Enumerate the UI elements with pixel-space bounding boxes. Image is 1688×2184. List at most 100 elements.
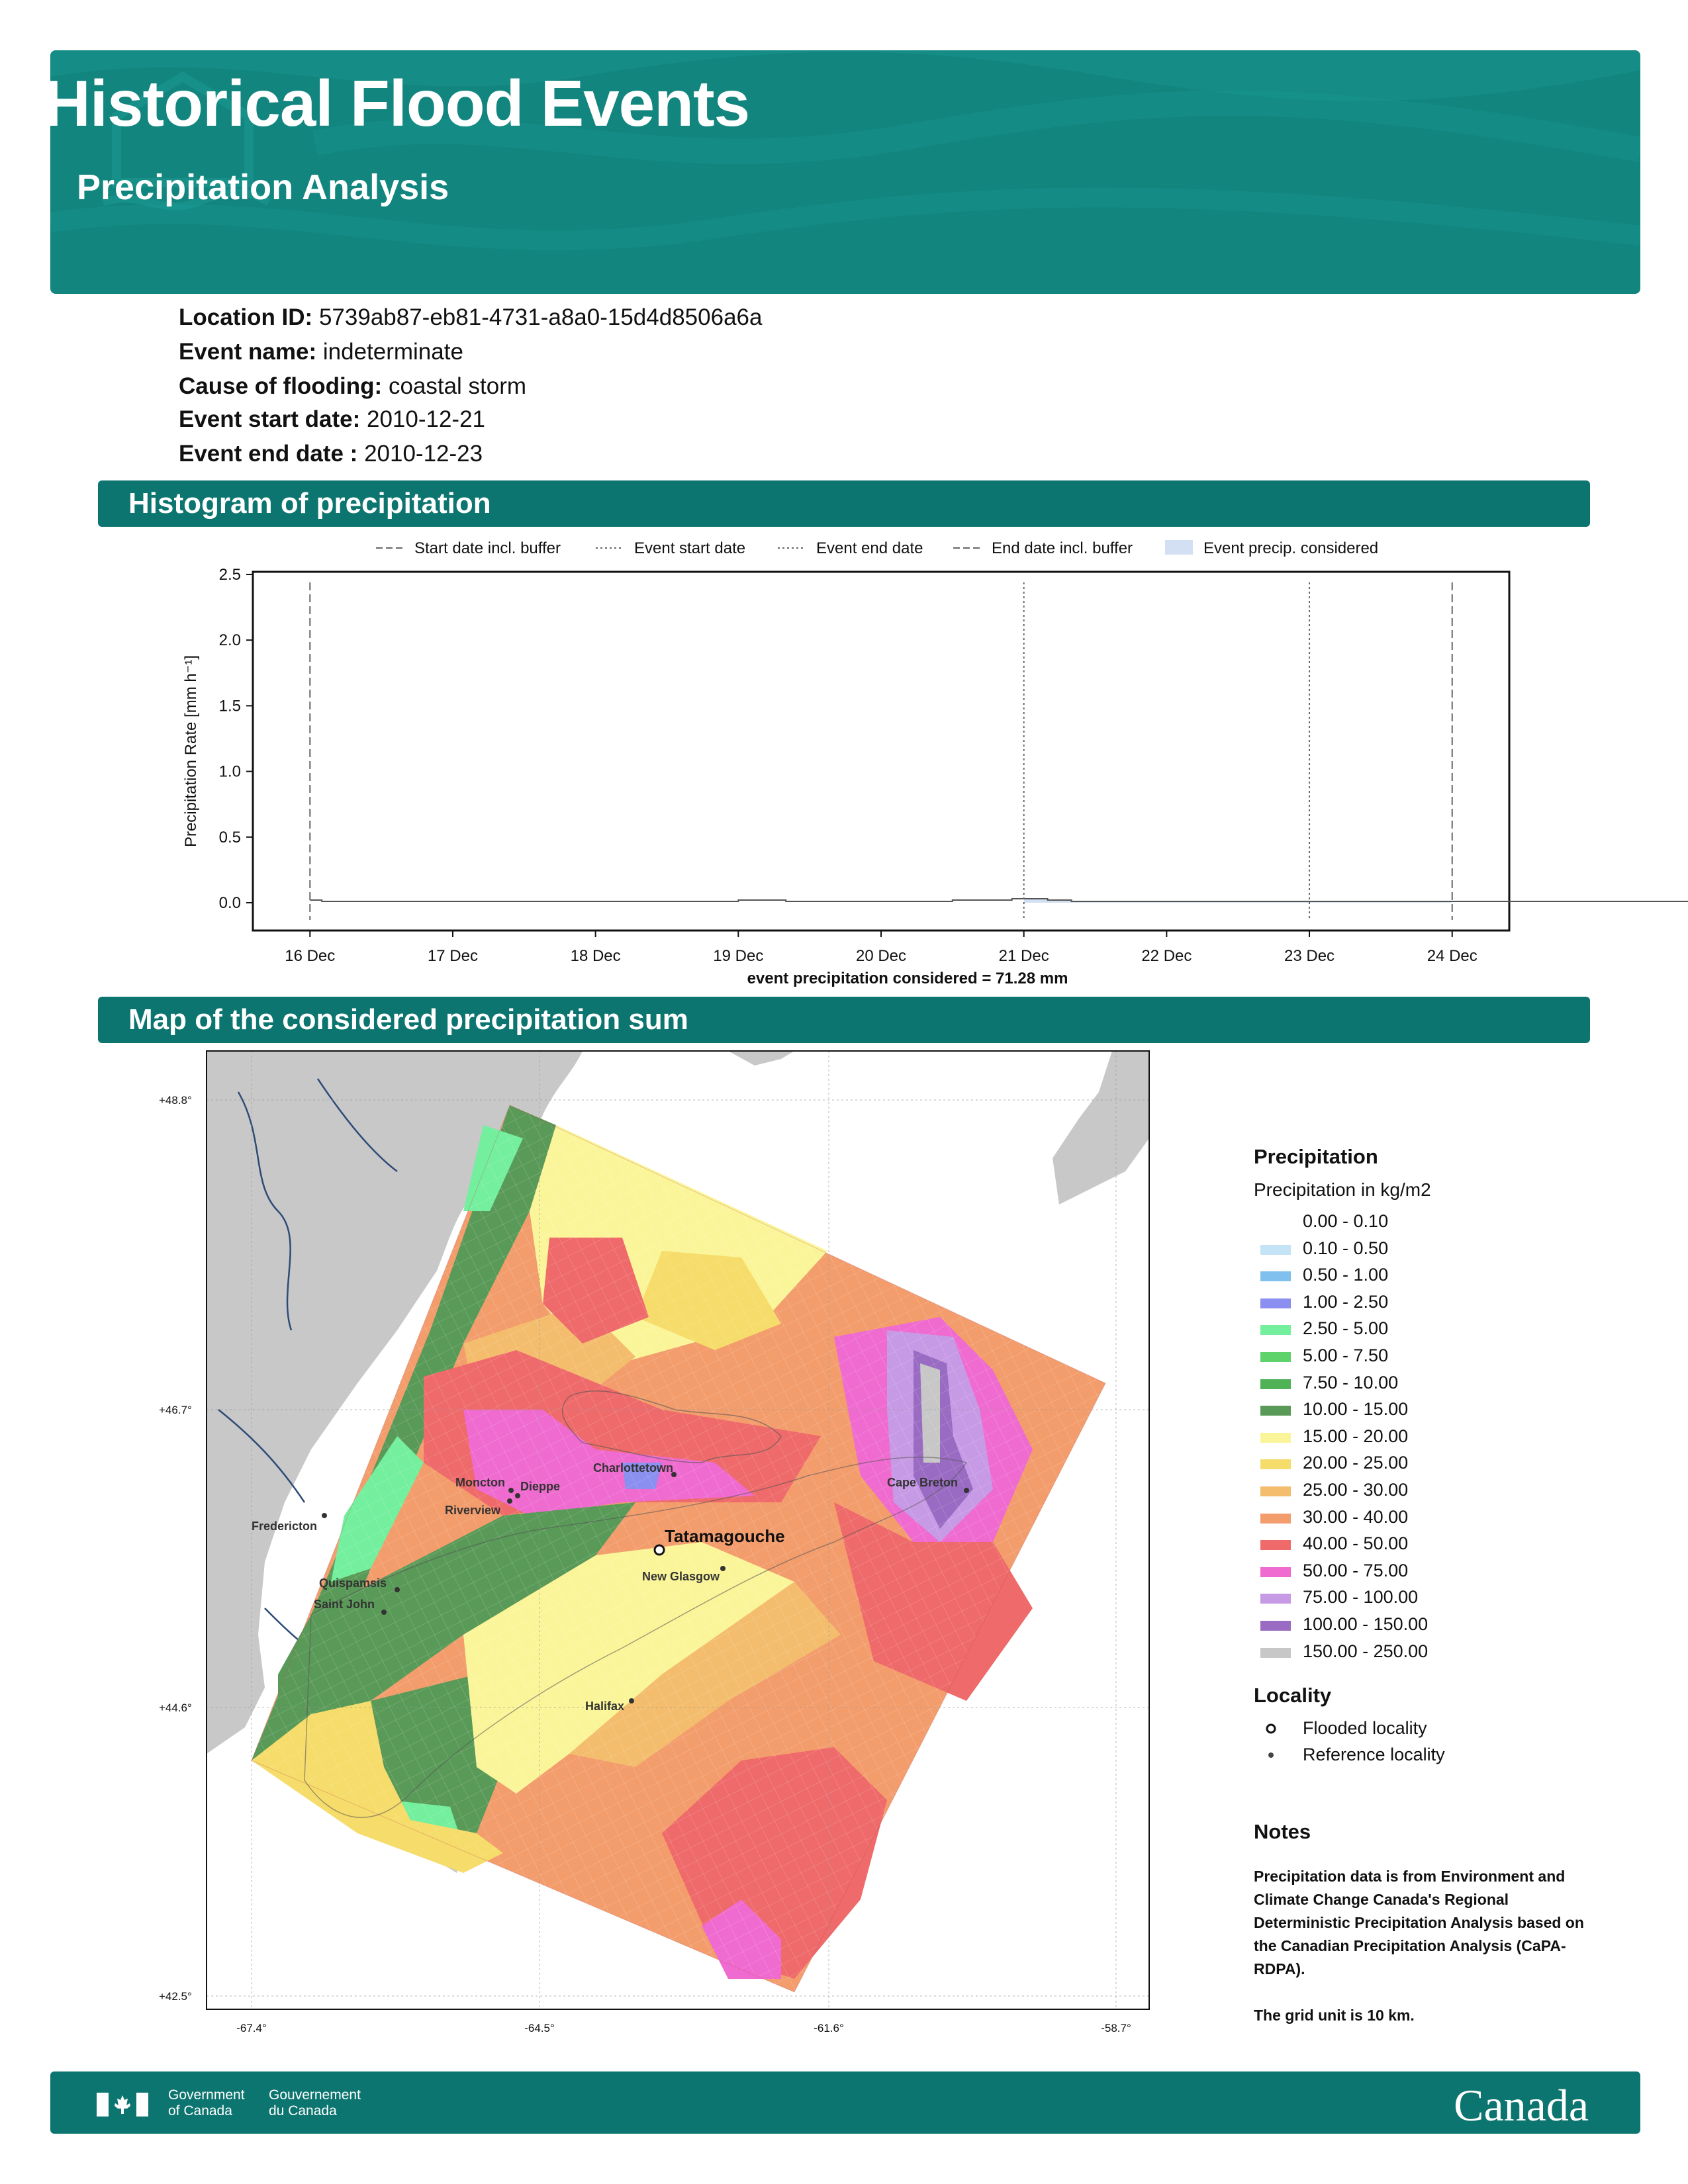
- legend-label: Event precip. considered: [1203, 539, 1378, 557]
- house-icon: [101, 71, 271, 210]
- info-location-id: Location ID: 5739ab87-eb81-4731-a8a0-15d…: [179, 304, 763, 330]
- city-dot-saint-john: [381, 1610, 387, 1615]
- y-tick-label: 1.0: [219, 763, 241, 781]
- info-start-date: Event start date: 2010-12-21: [179, 406, 486, 432]
- legend-class-label: 7.50 - 10.00: [1303, 1372, 1399, 1392]
- legend-class-label: 40.00 - 50.00: [1303, 1533, 1409, 1554]
- city-label-fredericton: Fredericton: [252, 1520, 317, 1533]
- precipitation-grid: [251, 1105, 1106, 1993]
- lat-label: +44.6°: [159, 1702, 192, 1714]
- legend-class-label: 15.00 - 20.00: [1303, 1426, 1409, 1446]
- legend-swatch: [1260, 1513, 1291, 1524]
- legend-swatch: [1260, 1325, 1291, 1336]
- legend-fill-swatch: [1165, 540, 1193, 555]
- footer-bar: Government of Canada Gouvernement du Can…: [50, 2071, 1640, 2134]
- x-tick-label: 16 Dec: [285, 947, 335, 965]
- legend-label: End date incl. buffer: [992, 539, 1133, 557]
- lat-label: +42.5°: [159, 1990, 192, 2003]
- newfoundland-land: [1053, 1051, 1149, 1205]
- legend-swatch: [1260, 1486, 1291, 1496]
- legend-swatch: [1260, 1379, 1291, 1389]
- reference-locality-icon: [1268, 1752, 1274, 1758]
- x-tick-label: 19 Dec: [713, 947, 763, 965]
- lon-label: -64.5°: [524, 2022, 555, 2034]
- y-tick-label: 0.5: [219, 829, 241, 846]
- legend-swatch: [1260, 1594, 1291, 1604]
- y-tick-label: 0.0: [219, 894, 241, 912]
- city-label-tatamagouche: Tatamagouche: [665, 1526, 785, 1546]
- city-label-charlottetown: Charlottetown: [593, 1461, 673, 1475]
- legend-swatch: [1260, 1298, 1291, 1308]
- legend-class-label: 5.00 - 7.50: [1303, 1345, 1389, 1365]
- legend-flooded-locality: Flooded locality: [1303, 1718, 1427, 1738]
- city-dot-fredericton: [322, 1513, 327, 1518]
- legend-swatch: [1260, 1621, 1291, 1631]
- legend-class-label: 100.00 - 150.00: [1303, 1614, 1429, 1634]
- legend-reference-locality: Reference locality: [1303, 1745, 1445, 1764]
- legend-label: Start date incl. buffer: [414, 539, 561, 557]
- legend-class-label: 30.00 - 40.00: [1303, 1506, 1409, 1527]
- flooded-locality-marker: [653, 1544, 665, 1556]
- legend-subheading: Precipitation in kg/m2: [1254, 1179, 1431, 1200]
- flooded-locality-icon: [1266, 1723, 1276, 1734]
- gov-fr: Gouvernement du Canada: [269, 2087, 361, 2118]
- legend-swatch: [1260, 1432, 1291, 1443]
- lon-label: -67.4°: [236, 2022, 267, 2034]
- city-label-saint-john: Saint John: [314, 1598, 375, 1611]
- city-dot-cape-breton: [964, 1488, 969, 1493]
- x-tick-label: 17 Dec: [428, 947, 478, 965]
- legend-class-label: 150.00 - 250.00: [1303, 1641, 1429, 1661]
- legend-label: Event end date: [816, 539, 923, 557]
- city-dot-moncton: [508, 1488, 514, 1493]
- city-label-new-glasgow: New Glasgow: [642, 1570, 720, 1583]
- city-dot-new-glasgow: [720, 1566, 726, 1571]
- new-brunswick-land: [207, 1051, 583, 1754]
- legend-class-label: 2.50 - 5.00: [1303, 1318, 1389, 1339]
- wave-decoration: [50, 50, 1640, 251]
- x-axis-label: event precipitation considered = 71.28 m…: [747, 970, 1068, 987]
- legend-class-label: 1.00 - 2.50: [1303, 1291, 1389, 1312]
- section-histogram: Histogram of precipitation: [98, 480, 1590, 527]
- info-event-name: Event name: indeterminate: [179, 339, 463, 365]
- legend-class-label: 0.00 - 0.10: [1303, 1211, 1389, 1231]
- legend-class-label: 20.00 - 25.00: [1303, 1453, 1409, 1473]
- header-banner: [50, 50, 1640, 294]
- legend-class-label: 75.00 - 100.00: [1303, 1587, 1419, 1608]
- y-tick-label: 2.0: [219, 631, 241, 649]
- x-tick-label: 21 Dec: [999, 947, 1049, 965]
- info-cause: Cause of flooding: coastal storm: [179, 373, 527, 399]
- legend-class-label: 10.00 - 15.00: [1303, 1399, 1409, 1420]
- legend-swatch: [1260, 1459, 1291, 1470]
- locality-heading: Locality: [1254, 1684, 1332, 1707]
- city-dot-dieppe: [515, 1493, 520, 1498]
- legend-swatch: [1260, 1540, 1291, 1551]
- city-label-cape-breton: Cape Breton: [887, 1476, 958, 1489]
- city-label-quispamsis: Quispamsis: [319, 1576, 387, 1590]
- city-dot-riverview: [507, 1498, 512, 1504]
- legend-class-label: 25.00 - 30.00: [1303, 1480, 1409, 1500]
- legend-heading: Precipitation: [1254, 1145, 1378, 1168]
- page-title: Historical Flood Events: [44, 67, 750, 140]
- precip-series-line: [310, 898, 1688, 902]
- legend-swatch: [1260, 1406, 1291, 1416]
- legend-swatch: [1260, 1567, 1291, 1577]
- lat-label: +46.7°: [159, 1404, 192, 1416]
- canada-wordmark: Canada: [1454, 2080, 1589, 2130]
- lon-label: -58.7°: [1101, 2022, 1131, 2034]
- y-tick-label: 1.5: [219, 697, 241, 715]
- x-tick-label: 20 Dec: [856, 947, 906, 965]
- lat-label: +48.8°: [159, 1094, 192, 1107]
- city-label-halifax: Halifax: [585, 1700, 624, 1713]
- precipitation-map: Moncton Dieppe Riverview Charlottetown C…: [159, 1050, 1150, 2034]
- legend-swatch: [1260, 1647, 1291, 1658]
- x-tick-label: 22 Dec: [1141, 947, 1192, 965]
- canada-flag-icon: [97, 2093, 148, 2116]
- x-tick-label: 24 Dec: [1427, 947, 1477, 965]
- precipitation-histogram: Start date incl. buffer Event start date E…: [182, 539, 1688, 987]
- legend-class-label: 50.00 - 75.00: [1303, 1560, 1409, 1580]
- legend-swatch: [1260, 1271, 1291, 1282]
- city-label-dieppe: Dieppe: [520, 1480, 560, 1493]
- city-dot-halifax: [629, 1698, 634, 1704]
- page-subtitle: Precipitation Analysis: [77, 167, 449, 207]
- y-axis-label: Precipitation Rate [mm h⁻¹]: [182, 655, 200, 847]
